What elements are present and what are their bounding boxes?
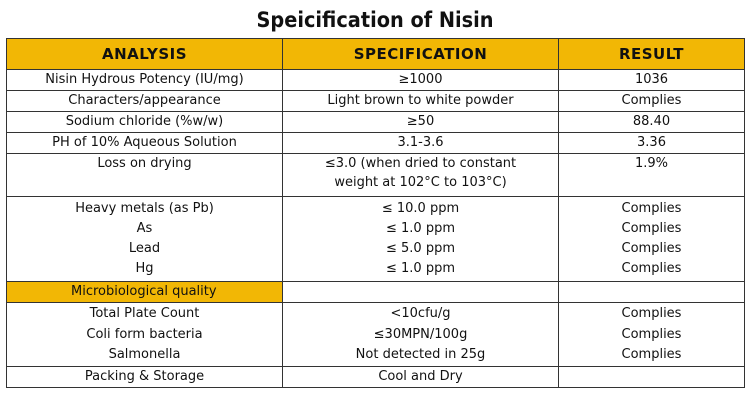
result-cell: 1.9%	[558, 153, 745, 197]
sub-item-spec: Not detected in 25g	[355, 347, 486, 362]
microbiological-header-row: Microbiological quality	[6, 281, 745, 303]
header-analysis: ANALYSIS	[6, 38, 283, 70]
table-row: PH of 10% Aqueous Solution 3.1-3.6 3.36	[6, 132, 745, 154]
table-row: Nisin Hydrous Potency (IU/mg) ≥1000 1036	[6, 69, 745, 91]
sub-item-spec: ≤ 1.0 ppm	[386, 261, 455, 276]
spec-line: ≤3.0 (when dried to constant	[324, 156, 517, 171]
result-cell: Complies	[558, 90, 745, 112]
result-cell: 3.36	[558, 132, 745, 154]
sub-item-spec: <10cfu/g	[390, 306, 451, 321]
spec-cell: ≥1000	[282, 69, 559, 91]
analysis-cell: Packing & Storage	[6, 366, 283, 388]
table-header-row: ANALYSIS SPECIFICATION RESULT	[6, 38, 745, 70]
table-row: Loss on drying ≤3.0 (when dried to const…	[6, 153, 745, 197]
result-cell: 1036	[558, 69, 745, 91]
spec-cell: Light brown to white powder	[282, 90, 559, 112]
sub-item-label: Total Plate Count	[89, 306, 200, 321]
sub-item-result: Complies	[621, 261, 682, 276]
analysis-cell: Sodium chloride (%w/w)	[6, 111, 283, 133]
microbiological-label: Microbiological quality	[6, 281, 283, 303]
sub-item-label: As	[136, 221, 153, 236]
sub-item-result: Complies	[621, 221, 682, 236]
spec-cell	[282, 281, 559, 303]
result-cell	[558, 366, 745, 388]
table-row: Characters/appearance Light brown to whi…	[6, 90, 745, 112]
heavy-metals-spec: ≤ 10.0 ppm	[381, 201, 460, 216]
sub-item-label: Lead	[128, 241, 161, 256]
document-title: Speicification of Nisin	[256, 8, 494, 32]
sub-item-spec: ≤ 5.0 ppm	[386, 241, 455, 256]
analysis-cell: Total Plate Count Coli form bacteria Sal…	[6, 302, 283, 367]
sub-item-label: Hg	[135, 261, 154, 276]
spec-cell: ≥50	[282, 111, 559, 133]
microbiological-row: Total Plate Count Coli form bacteria Sal…	[6, 302, 745, 367]
spec-cell: ≤3.0 (when dried to constant weight at 1…	[282, 153, 559, 197]
result-cell: Complies Complies Complies	[558, 302, 745, 367]
analysis-cell: Loss on drying	[6, 153, 283, 197]
spec-line: weight at 102°C to 103°C)	[334, 175, 507, 190]
spec-cell: Cool and Dry	[282, 366, 559, 388]
sub-item-label: Salmonella	[108, 347, 181, 362]
sub-item-result: Complies	[621, 326, 682, 342]
header-result: RESULT	[558, 38, 745, 70]
result-cell: Complies Complies Complies Complies	[558, 196, 745, 282]
heavy-metals-row: Heavy metals (as Pb) As Lead Hg ≤ 10.0 p…	[6, 196, 745, 282]
sub-item-result: Complies	[621, 241, 682, 256]
sub-item-result: Complies	[621, 347, 682, 362]
heavy-metals-result: Complies	[621, 201, 682, 216]
sub-item-spec: ≤ 1.0 ppm	[386, 221, 455, 236]
result-cell	[558, 281, 745, 303]
sub-item-spec: ≤30MPN/100g	[373, 326, 468, 342]
table-row: Packing & Storage Cool and Dry	[6, 366, 745, 388]
spec-cell: 3.1-3.6	[282, 132, 559, 154]
analysis-cell: Characters/appearance	[6, 90, 283, 112]
heavy-metals-label: Heavy metals (as Pb)	[75, 201, 214, 216]
sub-item-result: Complies	[621, 306, 682, 321]
header-specification: SPECIFICATION	[282, 38, 559, 70]
spec-cell: ≤ 10.0 ppm ≤ 1.0 ppm ≤ 5.0 ppm ≤ 1.0 ppm	[282, 196, 559, 282]
specification-table: ANALYSIS SPECIFICATION RESULT Nisin Hydr…	[6, 38, 745, 388]
analysis-cell: Nisin Hydrous Potency (IU/mg)	[6, 69, 283, 91]
table-row: Sodium chloride (%w/w) ≥50 88.40	[6, 111, 745, 133]
analysis-cell: Heavy metals (as Pb) As Lead Hg	[6, 196, 283, 282]
analysis-cell: PH of 10% Aqueous Solution	[6, 132, 283, 154]
spec-cell: <10cfu/g ≤30MPN/100g Not detected in 25g	[282, 302, 559, 367]
sub-item-label: Coli form bacteria	[86, 326, 203, 342]
result-cell: 88.40	[558, 111, 745, 133]
